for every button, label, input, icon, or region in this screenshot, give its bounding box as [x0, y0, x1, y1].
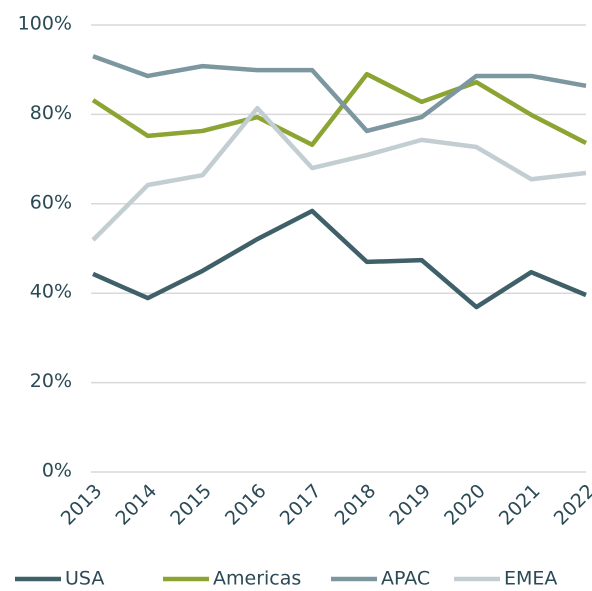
- legend-label: Americas: [213, 568, 301, 590]
- y-tick-label: 0%: [42, 460, 72, 482]
- x-tick-label: 2013: [57, 480, 107, 530]
- x-tick-label: 2018: [331, 480, 381, 530]
- x-tick-label: 2020: [440, 480, 490, 530]
- series-line: [92, 208, 587, 310]
- x-tick-label: 2022: [550, 480, 592, 530]
- series-line: [92, 54, 587, 134]
- series-line: [91, 71, 588, 148]
- series-line: [91, 105, 587, 242]
- x-tick-label: 2017: [276, 480, 326, 530]
- y-tick-label: 20%: [30, 370, 72, 392]
- legend-label: APAC: [381, 568, 430, 590]
- y-tick-label: 100%: [18, 13, 72, 35]
- x-tick-label: 2019: [385, 480, 435, 530]
- legend-label: EMEA: [504, 568, 557, 590]
- y-tick-label: 80%: [30, 102, 72, 124]
- x-tick-label: 2021: [495, 480, 545, 530]
- x-tick-label: 2016: [221, 480, 271, 530]
- x-tick-label: 2015: [166, 480, 216, 530]
- y-tick-label: 60%: [30, 191, 72, 213]
- y-tick-label: 40%: [30, 281, 72, 303]
- x-tick-label: 2014: [111, 480, 161, 530]
- legend-label: USA: [65, 568, 104, 590]
